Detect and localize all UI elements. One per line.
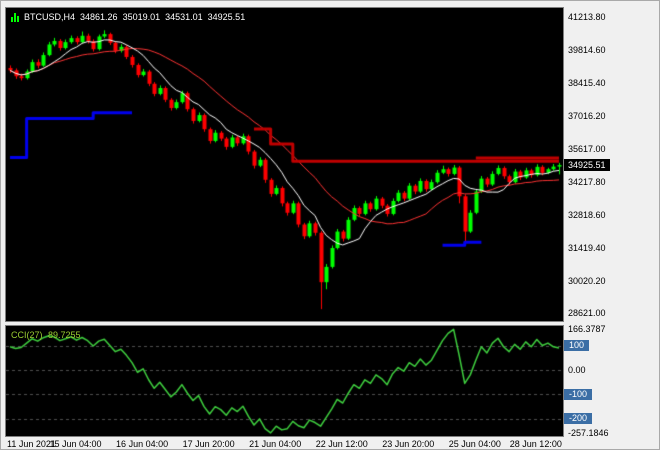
time-axis[interactable]: 11 Jun 2021 15 Jun 04:00 16 Jun 04:00 17 Ju… [5,438,564,449]
candlestick-chart-icon [11,12,19,22]
price-chart-canvas[interactable] [6,8,563,321]
cci-value: 89.7255 [48,330,81,340]
price-axis[interactable]: 41213.80 39814.60 38415.40 37016.20 35617.00… [564,1,659,438]
price-chart-panel [5,7,564,322]
time-axis-label: 16 Jun 04:00 [116,439,169,449]
symbol-timeframe-label: BTCUSD,H4 [24,12,76,22]
price-axis-label: 31419.40 [568,242,606,253]
price-axis-label: 34217.80 [568,176,606,187]
price-axis-label: 30020.20 [568,275,606,286]
panel-resize-handle[interactable] [5,322,564,325]
time-axis-label: 22 Jun 12:00 [315,439,368,449]
time-axis-label: 28 Jun 12:00 [509,439,562,449]
cci-indicator-label: CCI(27) 89.7255 [11,330,84,340]
price-axis-label: 37016.20 [568,110,606,121]
close-value: 34925.51 [207,12,246,22]
time-axis-label: 11 Jun 2021 [7,439,56,449]
cci-indicator-panel [5,325,564,437]
cci-level-tag: 100 [564,340,590,352]
time-axis-label: 15 Jun 04:00 [49,439,102,449]
low-value: 34531.01 [165,12,203,22]
open-value: 34861.26 [80,12,118,22]
cci-axis-label: -257.1846 [568,427,609,438]
price-axis-label: 39814.60 [568,45,606,56]
price-axis-label: 35617.00 [568,143,606,154]
time-axis-label: 17 Jun 20:00 [182,439,235,449]
cci-axis-label: 166.3787 [568,324,606,335]
time-axis-label: 25 Jun 04:00 [448,439,501,449]
time-axis-label: 23 Jun 20:00 [382,439,435,449]
cci-name: CCI(27) [11,330,43,340]
price-axis-label: 38415.40 [568,77,606,88]
cci-level-tag: -200 [564,413,593,425]
price-axis-label: 32818.60 [568,209,606,220]
cci-level-tag: -100 [564,388,593,400]
cci-axis-label: 0.00 [568,365,586,375]
price-axis-label: 28621.00 [568,308,606,319]
high-value: 35019.01 [122,12,161,22]
price-axis-label: 41213.80 [568,12,606,23]
time-axis-label: 21 Jun 04:00 [249,439,302,449]
chart-title: BTCUSD,H4 34861.26 35019.01 34531.01 349… [11,12,246,22]
current-price-tag: 34925.51 [564,159,610,172]
cci-canvas[interactable] [6,326,563,436]
